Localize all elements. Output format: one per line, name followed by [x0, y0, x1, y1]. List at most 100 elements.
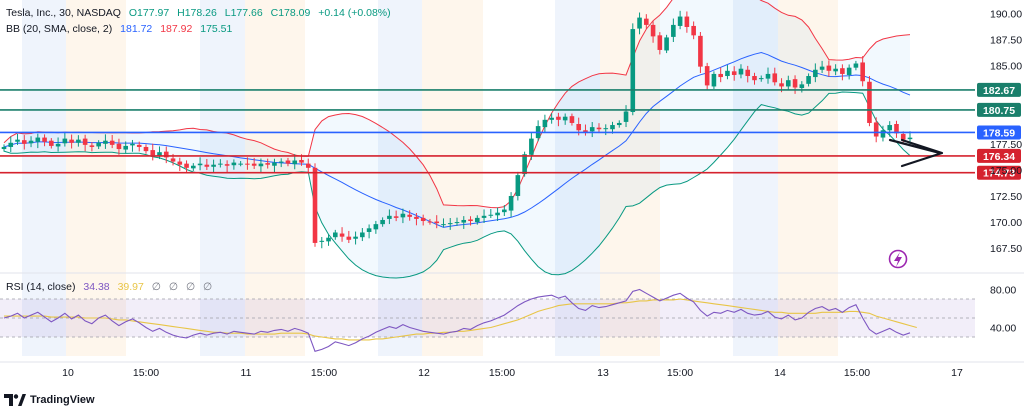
candle-body [312, 167, 318, 243]
candle-body [522, 154, 527, 175]
candle-body [62, 138, 68, 144]
candle-body [488, 214, 494, 216]
candle-body [529, 138, 534, 155]
candle-body [136, 144, 142, 147]
session-band [422, 0, 483, 356]
candle-body [170, 158, 176, 162]
candle-body [231, 162, 237, 166]
candle-body [346, 236, 352, 240]
candle-body [21, 140, 27, 144]
rsi-extra: ∅ [203, 281, 213, 293]
candle-body [704, 66, 710, 86]
tradingview-logo[interactable]: TradingView [4, 394, 95, 406]
candle-body [224, 164, 230, 166]
candle-body [332, 232, 338, 238]
high-value: H178.26 [177, 7, 217, 19]
candle-body [745, 69, 751, 77]
candle-body [96, 142, 101, 147]
rsi-value: 34.38 [83, 281, 110, 293]
candle-body [319, 240, 325, 242]
bb-legend[interactable]: BB (20, SMA, close, 2) 181.72 187.92 175… [6, 22, 237, 36]
candle-body [684, 16, 690, 27]
candle-body [218, 163, 223, 165]
candle-body [508, 195, 514, 211]
rsi-ma-line [4, 298, 917, 341]
candle-body [880, 130, 886, 138]
y-tick-label: 170.00 [990, 217, 1022, 229]
bollinger-fill-area [4, 0, 910, 278]
candle-body [35, 137, 41, 142]
candle-body [772, 73, 778, 83]
session-shading [22, 0, 838, 356]
rsi-lines [3, 288, 917, 352]
level-label: 174.73 [983, 168, 1015, 180]
candle-body [434, 221, 440, 224]
candle-body [853, 63, 859, 68]
candle-body [495, 212, 500, 216]
candle-body [42, 137, 47, 142]
x-tick-label: 15:00 [133, 367, 159, 379]
x-tick-label: 13 [597, 367, 609, 379]
candle-body [123, 145, 129, 150]
drawn-arrow-icon [888, 138, 942, 155]
y-tick-label: 185.00 [990, 61, 1022, 73]
x-tick-label: 15:00 [489, 367, 515, 379]
candle-body [116, 143, 122, 150]
candle-body [718, 73, 723, 78]
candle-body [130, 143, 135, 146]
y-tick-label: 172.50 [990, 191, 1022, 203]
level-label-bg [977, 125, 1021, 140]
candle-body [637, 17, 642, 29]
x-tick-label: 10 [62, 367, 74, 379]
candle-body [387, 215, 392, 219]
level-label-bg [977, 102, 1021, 117]
candle-body [846, 67, 852, 75]
bb-name: BB (20, SMA, close, 2) [6, 23, 113, 35]
candle-body [833, 68, 838, 72]
x-tick-label: 14 [774, 367, 786, 379]
bb-basis-value: 181.72 [120, 23, 153, 35]
bb-lower-line [3, 91, 911, 279]
candle-body [143, 146, 149, 152]
candle-body [278, 161, 284, 163]
candle-body [549, 117, 554, 120]
lightning-icon [888, 249, 908, 269]
rsi-legend[interactable]: RSI (14, close) 34.38 39.97 ∅ ∅ ∅ ∅ [6, 280, 217, 294]
candle-body [731, 71, 737, 75]
y-tick-label: 175.00 [990, 165, 1022, 177]
y-tick-label: 187.50 [990, 35, 1022, 47]
candle-body [89, 145, 95, 147]
candle-body [150, 150, 156, 156]
candle-body [650, 24, 656, 37]
lightning-icon [894, 252, 902, 267]
annotations [888, 138, 944, 269]
candle-body [49, 140, 54, 146]
rsi-extra: ∅ [168, 281, 179, 293]
rsi-ma-value: 39.97 [117, 281, 144, 293]
candle-body [28, 140, 34, 144]
level-label-bg [977, 148, 1021, 163]
bb-upper-value: 187.92 [160, 23, 193, 35]
candle-body [725, 70, 730, 77]
candle-body [373, 224, 379, 230]
candle-body [103, 140, 108, 144]
x-tick-label: 15:00 [844, 367, 870, 379]
candle-body [468, 219, 473, 222]
candles [1, 10, 913, 249]
candle-body [752, 76, 757, 81]
axes: 190.00 187.50 185.00 177.50 175.00 172.50 170.… [62, 8, 1022, 379]
candle-body [623, 111, 629, 122]
candle-body [873, 122, 879, 137]
candle-body [400, 213, 406, 218]
candle-body [420, 217, 426, 222]
bollinger-fill [4, 0, 910, 278]
session-band [245, 0, 305, 356]
session-band [600, 0, 660, 356]
candle-body [765, 73, 771, 79]
candle-body [589, 127, 595, 132]
bb-lower-value: 175.51 [200, 23, 233, 35]
session-band [378, 0, 422, 356]
y-tick-label: 167.50 [990, 243, 1022, 255]
rsi-band [0, 298, 975, 338]
